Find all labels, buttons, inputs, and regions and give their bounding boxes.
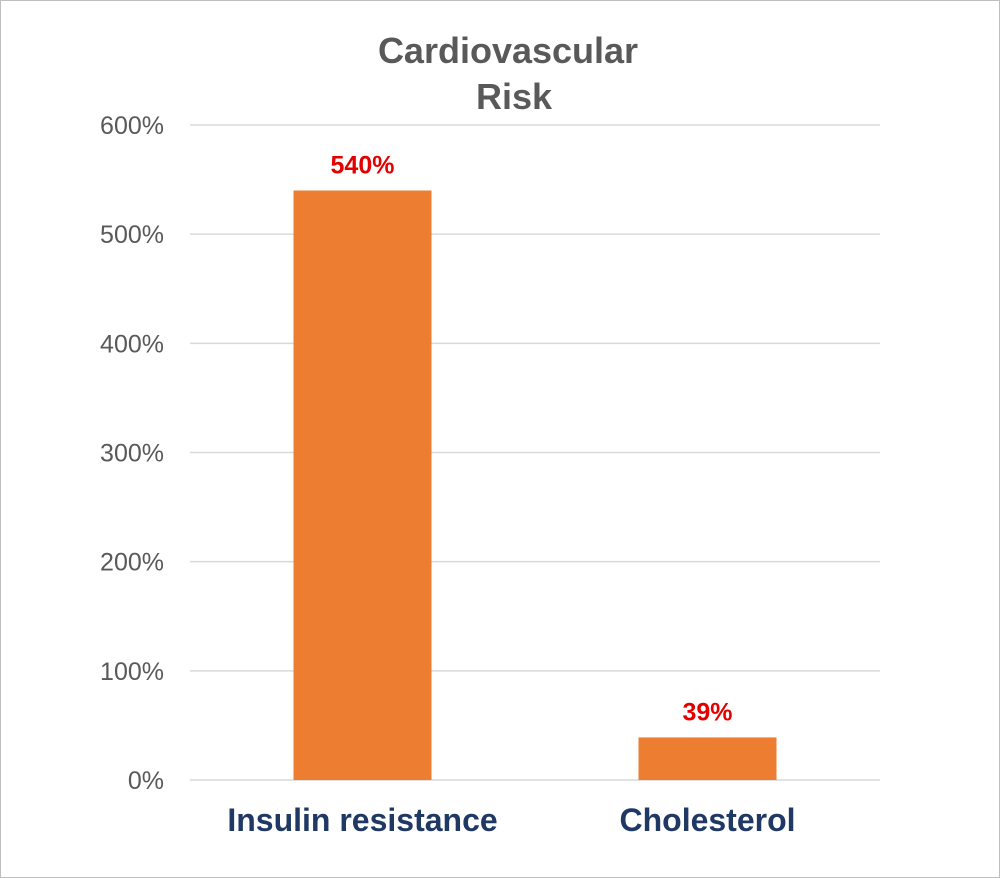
y-tick-label: 200% bbox=[100, 549, 164, 577]
bar-insulin-resistance bbox=[293, 190, 432, 780]
data-labels: 540% 39% bbox=[331, 152, 733, 727]
category-label: Insulin resistance bbox=[227, 802, 497, 838]
y-tick-label: 100% bbox=[100, 658, 164, 686]
chart-title-line-2: Risk bbox=[476, 76, 553, 117]
data-label: 39% bbox=[682, 698, 732, 726]
y-tick-label: 0% bbox=[128, 767, 164, 795]
bars bbox=[293, 190, 777, 780]
y-tick-label: 500% bbox=[100, 221, 164, 249]
y-tick-label: 400% bbox=[100, 330, 164, 358]
chart-title-line-1: Cardiovascular bbox=[378, 30, 638, 71]
data-label: 540% bbox=[331, 152, 395, 180]
y-tick-label: 600% bbox=[100, 112, 164, 140]
y-axis-tick-labels: 0% 100% 200% 300% 400% 500% 600% bbox=[100, 112, 164, 795]
bar-cholesterol bbox=[638, 737, 777, 780]
category-label: Cholesterol bbox=[619, 802, 795, 838]
y-tick-label: 300% bbox=[100, 440, 164, 468]
x-axis-category-labels: Insulin resistance Cholesterol bbox=[227, 802, 795, 838]
